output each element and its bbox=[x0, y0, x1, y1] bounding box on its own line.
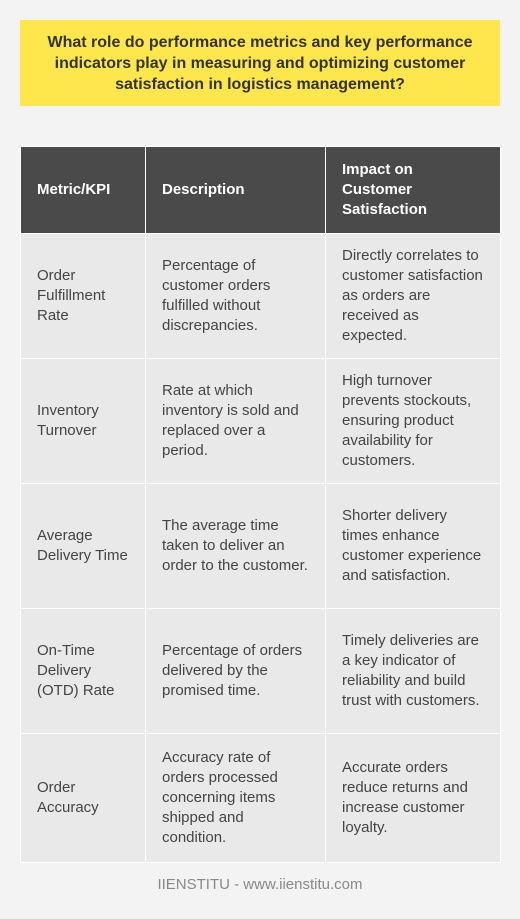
impact-cell: Shorter delivery times enhance customer … bbox=[325, 483, 501, 609]
description-cell: Percentage of orders delivered by the pr… bbox=[145, 608, 326, 734]
table-row: Order Accuracy Accuracy rate of orders p… bbox=[20, 733, 501, 863]
header-impact: Impact on Customer Satisfaction bbox=[325, 146, 501, 234]
metric-cell: Inventory Turnover bbox=[20, 358, 146, 484]
metric-cell: On-Time Delivery (OTD) Rate bbox=[20, 608, 146, 734]
metric-cell: Order Fulfillment Rate bbox=[20, 233, 146, 359]
description-cell: Percentage of customer orders fulfilled … bbox=[145, 233, 326, 359]
page-title: What role do performance metrics and key… bbox=[47, 33, 473, 93]
header-description: Description bbox=[145, 146, 326, 234]
impact-cell: High turnover prevents stockouts, ensuri… bbox=[325, 358, 501, 484]
table-row: Average Delivery Time The average time t… bbox=[20, 483, 501, 609]
header-metric: Metric/KPI bbox=[20, 146, 146, 234]
metric-cell: Average Delivery Time bbox=[20, 483, 146, 609]
description-cell: Rate at which inventory is sold and repl… bbox=[145, 358, 326, 484]
table-header-row: Metric/KPI Description Impact on Custome… bbox=[20, 146, 501, 234]
impact-cell: Accurate orders reduce returns and incre… bbox=[325, 733, 501, 863]
impact-cell: Directly correlates to customer satisfac… bbox=[325, 233, 501, 359]
table-row: Inventory Turnover Rate at which invento… bbox=[20, 358, 501, 484]
description-cell: Accuracy rate of orders processed concer… bbox=[145, 733, 326, 863]
kpi-table: Metric/KPI Description Impact on Custome… bbox=[20, 146, 501, 863]
table-row: Order Fulfillment Rate Percentage of cus… bbox=[20, 233, 501, 359]
title-banner: What role do performance metrics and key… bbox=[20, 20, 500, 106]
impact-cell: Timely deliveries are a key indicator of… bbox=[325, 608, 501, 734]
description-cell: The average time taken to deliver an ord… bbox=[145, 483, 326, 609]
metric-cell: Order Accuracy bbox=[20, 733, 146, 863]
table-row: On-Time Delivery (OTD) Rate Percentage o… bbox=[20, 608, 501, 734]
footer-credit: IIENSTITU - www.iienstitu.com bbox=[157, 876, 363, 893]
